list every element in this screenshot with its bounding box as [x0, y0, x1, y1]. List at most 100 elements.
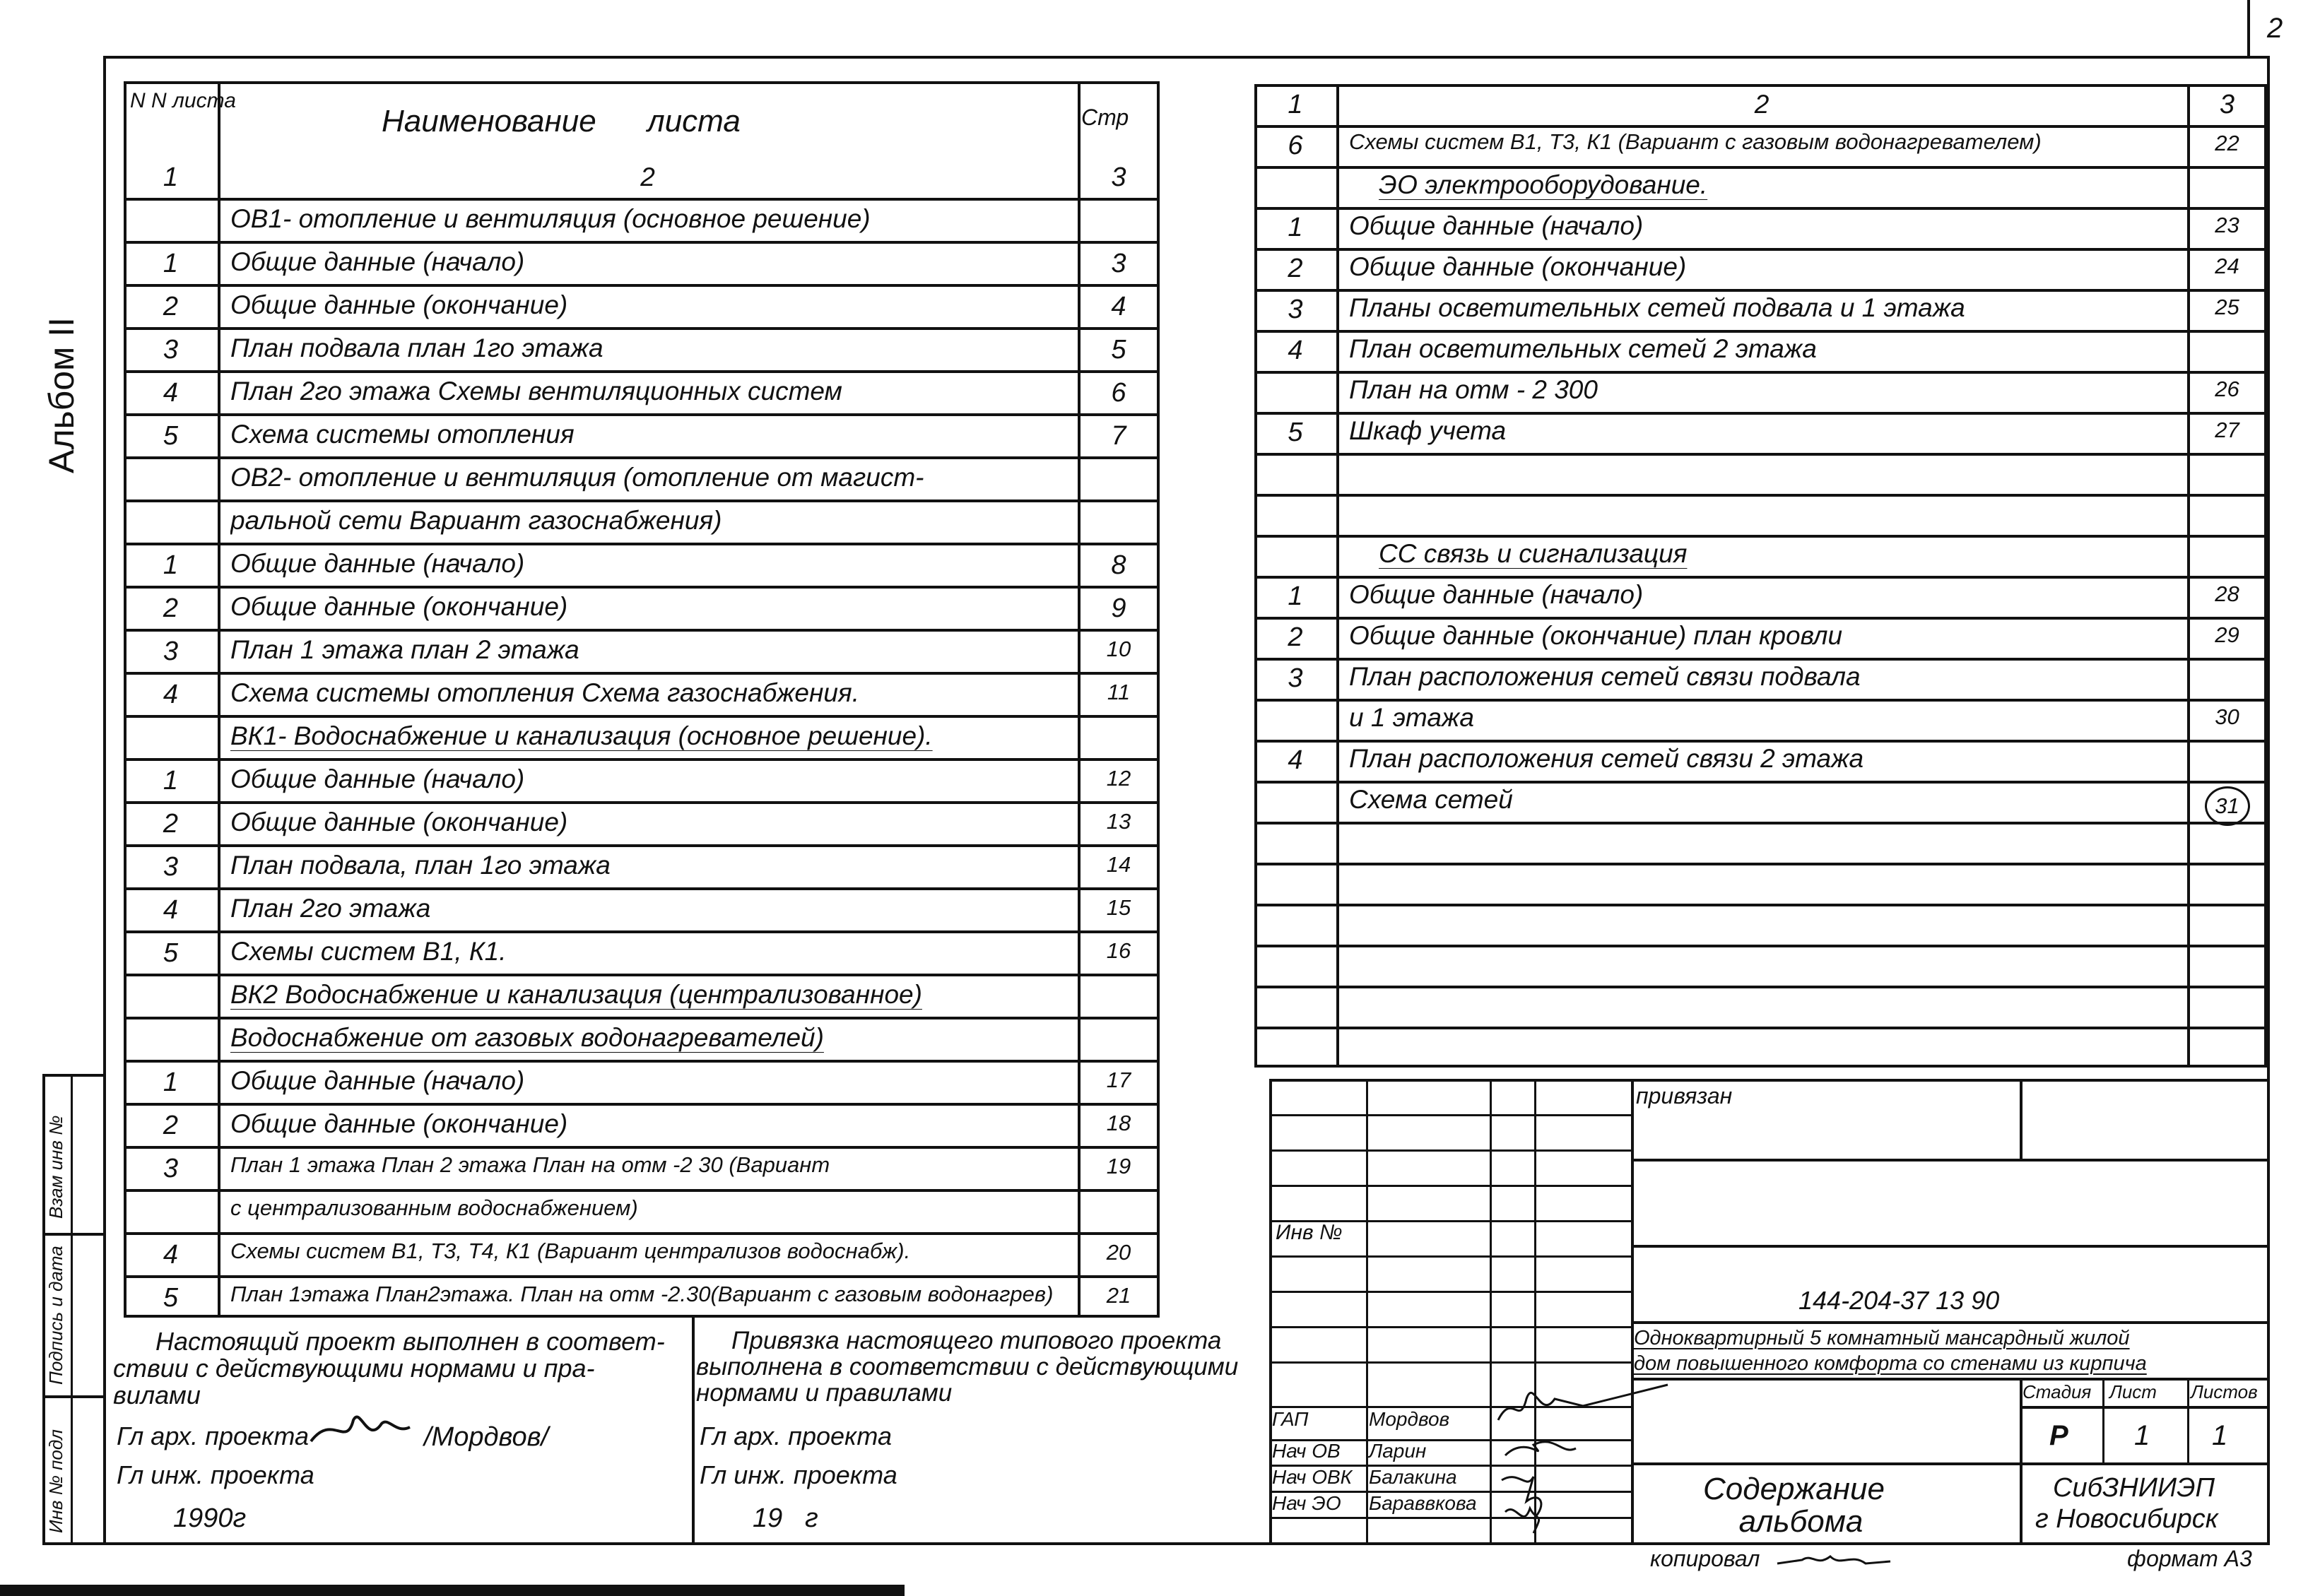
sheet-name: Общие данные (начало)	[230, 1066, 1073, 1096]
page-number: 27	[2187, 418, 2267, 443]
sheet-name-text: Общие данные (окончание)	[230, 808, 568, 837]
title-line	[1631, 1378, 2267, 1381]
page-number: 15	[1078, 895, 1160, 921]
frame-left	[103, 56, 106, 1542]
left-chief-architect-label: Гл арх. проекта	[117, 1421, 310, 1450]
row-number: 4	[1288, 336, 1303, 365]
row-divider	[1254, 289, 2267, 292]
row-number: 2	[163, 809, 179, 839]
staff-role: ГАП	[1272, 1408, 1309, 1430]
row-number: 1	[163, 766, 179, 796]
page-number: 5	[1078, 335, 1160, 365]
row-divider	[124, 801, 1160, 804]
sheet-name-text: Общие данные (окончание)	[1349, 252, 1687, 281]
sheet-name-text: Общие данные (начало)	[1349, 580, 1644, 609]
row-divider	[1254, 576, 2267, 579]
sheet-name-text: План на отм - 2 300	[1349, 375, 1598, 404]
page-number: 10	[1078, 637, 1160, 662]
page-number-divider	[2247, 0, 2250, 56]
row-divider	[124, 715, 1160, 718]
sheet-name: План подвала план 1го этажа	[230, 333, 1073, 363]
grid-column	[1490, 1079, 1492, 1542]
sheet-name: Схемы систем В1, Т3, К1 (Вариант с газов…	[1349, 129, 2183, 155]
sheet-name-text: Схемы систем В1, К1.	[230, 937, 507, 966]
row-number: 5	[163, 1283, 179, 1313]
sheet-name-text: Схема системы отопления	[230, 420, 575, 449]
grid-line	[1269, 1114, 1631, 1116]
margin-strip-line	[42, 1074, 103, 1077]
row-number: 1	[1288, 581, 1303, 611]
page-number-text: 3	[2219, 90, 2235, 119]
page-number-text: 14	[1106, 852, 1131, 877]
row-number: 4	[163, 680, 179, 709]
row-divider	[124, 1103, 1160, 1106]
table-row	[1254, 453, 2267, 494]
page-number: 17	[1078, 1068, 1160, 1093]
sheet-name-text: СС связь и сигнализация	[1379, 539, 1688, 568]
row-divider	[124, 1146, 1160, 1149]
chief-architect-signature	[310, 1415, 411, 1443]
left-note-text: Настоящий проект выполнен в соответ-стви…	[113, 1327, 665, 1409]
format-label: формат А3	[2127, 1546, 2252, 1571]
sheet-name: Схема сетей	[1349, 785, 2183, 815]
sheet-name-text: План 1этажа План2этажа. План на отм -2.3…	[230, 1282, 1054, 1306]
sheet-name: Общие данные (окончание)	[230, 1109, 1073, 1139]
row-divider	[1254, 125, 2267, 128]
row-divider	[124, 758, 1160, 761]
grid-line	[1269, 1491, 1631, 1493]
sheet-name-text: План 2го этажа Схемы вентиляционных сист…	[230, 377, 842, 406]
staff-name: Балакина	[1369, 1466, 1457, 1488]
page-number: 29	[2187, 622, 2267, 648]
left-year: 1990г	[173, 1503, 247, 1533]
page-number: 7	[1078, 421, 1160, 451]
sheet-name-text: План осветительных сетей 2 этажа	[1349, 334, 1817, 363]
sheet-name-text: План 2го этажа	[230, 894, 431, 923]
table-row	[1254, 904, 2267, 945]
sheet-name-text: Планы осветительных сетей подвала и 1 эт…	[1349, 293, 1965, 322]
sheet-name-text: Общие данные (начало)	[1349, 211, 1644, 240]
bound-divider	[2020, 1079, 2023, 1159]
sheets-header: Листов	[2191, 1381, 2258, 1402]
row-divider	[124, 327, 1160, 330]
sheets-value: 1	[2212, 1420, 2228, 1451]
row-number: 3	[163, 637, 179, 666]
row-divider	[1254, 863, 2267, 865]
scan-edge-bar	[0, 1585, 905, 1596]
sheet-name: Общие данные (окончание)	[230, 808, 1073, 837]
header-num-label: N N листа	[130, 89, 236, 112]
sheet-name-text: Схемы систем В1, Т3, К1 (Вариант с газов…	[1349, 129, 2042, 154]
page-number: 4	[1078, 292, 1160, 322]
page-number: 13	[1078, 809, 1160, 834]
row-divider	[124, 930, 1160, 933]
sheet-name-text: Общие данные (начало)	[230, 764, 525, 793]
title-col-divider	[2187, 1378, 2189, 1462]
row-divider	[1254, 904, 2267, 906]
stage-header: Стадия	[2023, 1381, 2092, 1402]
left-table-col-divider	[1078, 81, 1081, 1318]
row-number: 1	[163, 550, 179, 580]
page-number: 25	[2187, 295, 2267, 320]
row-divider	[1254, 535, 2267, 538]
sheet-name-text: Схема системы отопления Схема газоснабже…	[230, 678, 859, 707]
page-number: 3	[2187, 90, 2267, 120]
staff-name: Бараввкова	[1369, 1492, 1477, 1514]
grid-column	[1366, 1079, 1368, 1542]
sheet-name-text: ЭО электрооборудование.	[1379, 170, 1708, 199]
page-number-text: 7	[1111, 421, 1126, 451]
staff-name: Мордвов	[1369, 1408, 1450, 1430]
sheet-name: План расположения сетей связи 2 этажа	[1349, 744, 2183, 774]
sheet-name: План 2го этажа	[230, 894, 1073, 923]
sheet-name-text: 2	[640, 162, 655, 191]
row-number: 4	[1288, 745, 1303, 775]
page-number-text: 5	[1111, 335, 1126, 365]
row-number: 5	[163, 421, 179, 451]
sheet-name-text: Схемы систем В1, Т3, Т4, К1 (Вариант цен…	[230, 1239, 911, 1263]
page-number: 18	[1078, 1111, 1160, 1136]
row-divider	[1254, 371, 2267, 374]
row-number: 4	[163, 895, 179, 925]
sheet-name-text: ОВ2- отопление и вентиляция (отопление о…	[230, 463, 924, 492]
sheet-name-text: с централизованным водоснабжением)	[230, 1195, 638, 1220]
title-col-divider	[2102, 1378, 2104, 1462]
row-divider	[124, 887, 1160, 890]
sheet-name-text: План подвала план 1го этажа	[230, 333, 604, 362]
